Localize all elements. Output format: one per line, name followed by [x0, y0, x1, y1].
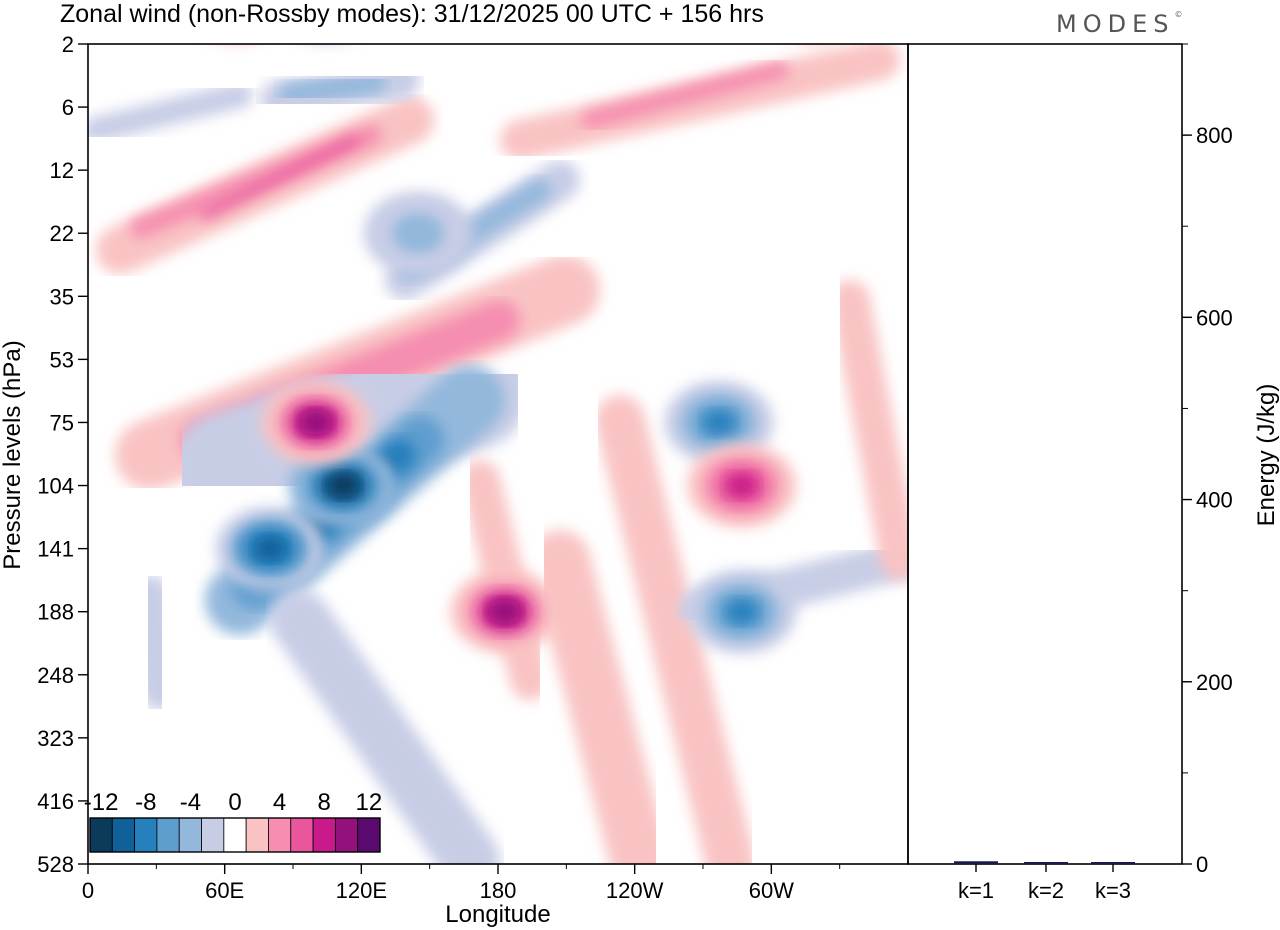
copyright-mark: ©: [1174, 10, 1183, 19]
y-tick-label-4: 35: [50, 284, 74, 309]
y-tick-label-6: 75: [50, 410, 74, 435]
x-axis: 0 60E 120E 180 120W 60W: [82, 864, 841, 903]
modes-logo-text: MODES: [1056, 10, 1175, 38]
wind-band-21: [530, 530, 670, 864]
colorbar-swatch-4: [178, 817, 202, 853]
wind-band-22: [595, 395, 755, 864]
wind-feature-8-ring-2: [791, 0, 843, 20]
colorbar-swatch-10: [312, 817, 336, 853]
y-tick-label-3: 22: [50, 221, 74, 246]
y-tick-label-11: 323: [37, 726, 74, 751]
wind-feature-10-ring-1: [288, 0, 366, 30]
energy-axis-title: Energy (J/kg): [1253, 384, 1280, 527]
wind-feature-10-ring-3: [312, 0, 343, 12]
wind-feature-7-ring-3: [726, 473, 758, 498]
wind-feature-2-ring-3: [300, 410, 332, 435]
colorbar-label-2: -4: [180, 789, 201, 816]
wind-feature-3-ring-3: [220, 0, 251, 12]
y-tick-label-13: 528: [37, 852, 74, 877]
colorbar-label-1: -8: [135, 789, 156, 816]
wind-feature-9-ring-3: [402, 221, 434, 246]
chart-title: Zonal wind (non-Rossby modes): 31/12/202…: [60, 0, 764, 28]
colorbar-label-0: -12: [84, 789, 119, 816]
y-tick-label-0: 2: [62, 32, 74, 57]
colorbar-swatch-0: [89, 817, 113, 853]
heatmap-panel: [87, 0, 909, 865]
energy-panel: 0 200 400 600 800 k=1 k=2 k=3: [907, 43, 1233, 903]
y-axis: 2 6 12 22 35 53 75 104 141 188 248 323 416 528: [37, 32, 88, 877]
colorbar-swatch-12: [357, 817, 381, 853]
wind-feature-6-ring-3: [726, 599, 758, 624]
wind-feature-0-ring-3: [327, 473, 359, 498]
x-tick-label-5: 60W: [749, 878, 794, 903]
colorbar-label-6: 12: [355, 789, 382, 816]
y-tick-label-10: 248: [37, 663, 74, 688]
colorbar-swatch-1: [111, 817, 136, 853]
y-tick-label-9: 188: [37, 600, 74, 625]
colorbar-swatch-9: [290, 817, 314, 853]
wind-feature-3-ring-0: [181, 0, 290, 42]
energy-bars: 0 200 400 600 800 k=1 k=2 k=3: [954, 43, 1233, 903]
wind-band-2: [200, 135, 360, 220]
wind-feature-8-ring-3: [801, 0, 832, 12]
energy-category-label-1: k=2: [1028, 878, 1064, 903]
colorbar-swatch-3: [156, 817, 180, 853]
energy-tick-label-0: 0: [1196, 852, 1208, 877]
wind-field: [88, 0, 908, 864]
colorbar-frame: [89, 817, 381, 853]
energy-tick-label-4: 800: [1196, 123, 1233, 148]
wind-band-16: [581, 61, 789, 129]
x-tick-label-0: 0: [82, 878, 94, 903]
y-tick-label-5: 53: [50, 347, 74, 372]
energy-frame: [907, 43, 1183, 865]
x-axis-title: Longitude: [445, 901, 550, 928]
wind-feature-8-ring-0: [762, 0, 871, 42]
colorbar-swatch-8: [268, 817, 292, 853]
colorbar-swatch-6: [223, 817, 247, 853]
modes-logo: MODES©: [1056, 10, 1182, 38]
wind-feature-3-ring-2: [210, 0, 262, 20]
wind-feature-8-ring-1: [778, 0, 856, 30]
wind-band-19: [270, 590, 500, 864]
energy-bar-2: [1091, 862, 1135, 864]
x-tick-label-4: 120W: [606, 878, 664, 903]
energy-tick-label-2: 400: [1196, 488, 1233, 513]
colorbar: -12 -8 -4 0 4 8 12: [84, 789, 382, 853]
y-axis-title: Pressure levels (hPa): [0, 340, 26, 569]
wind-feature-10-ring-0: [273, 0, 382, 42]
y-tick-label-7: 104: [37, 474, 74, 499]
wind-band-14: [279, 71, 386, 106]
wind-band-17: [88, 82, 253, 143]
wind-feature-4-ring-3: [489, 599, 521, 624]
wind-feature-1-ring-3: [254, 536, 286, 561]
wind-feature-5-ring-3: [703, 410, 735, 435]
energy-category-label-2: k=3: [1095, 878, 1131, 903]
colorbar-label-5: 8: [318, 789, 331, 816]
x-tick-label-1: 60E: [205, 878, 244, 903]
colorbar-swatch-5: [201, 817, 225, 853]
wind-band-24: [830, 280, 908, 580]
energy-tick-label-3: 600: [1196, 305, 1233, 330]
wind-feature-3-ring-1: [197, 0, 275, 30]
y-tick-label-1: 6: [62, 95, 74, 120]
y-tick-label-12: 416: [37, 789, 74, 814]
y-tick-label-2: 12: [50, 158, 74, 183]
y-tick-label-8: 141: [37, 537, 74, 562]
wind-feature-10-ring-2: [301, 0, 353, 20]
energy-tick-label-1: 200: [1196, 670, 1233, 695]
colorbar-swatch-7: [245, 817, 269, 853]
energy-category-label-0: k=1: [958, 878, 994, 903]
wind-band-18: [130, 575, 180, 710]
colorbar-label-4: 4: [273, 789, 286, 816]
energy-bar-0: [954, 861, 998, 864]
x-tick-label-3: 180: [480, 878, 517, 903]
colorbar-swatch-2: [134, 817, 158, 853]
x-tick-label-2: 120E: [336, 878, 387, 903]
energy-bar-1: [1024, 862, 1068, 864]
colorbar-swatch-11: [334, 817, 359, 853]
colorbar-label-3: 0: [228, 789, 241, 816]
